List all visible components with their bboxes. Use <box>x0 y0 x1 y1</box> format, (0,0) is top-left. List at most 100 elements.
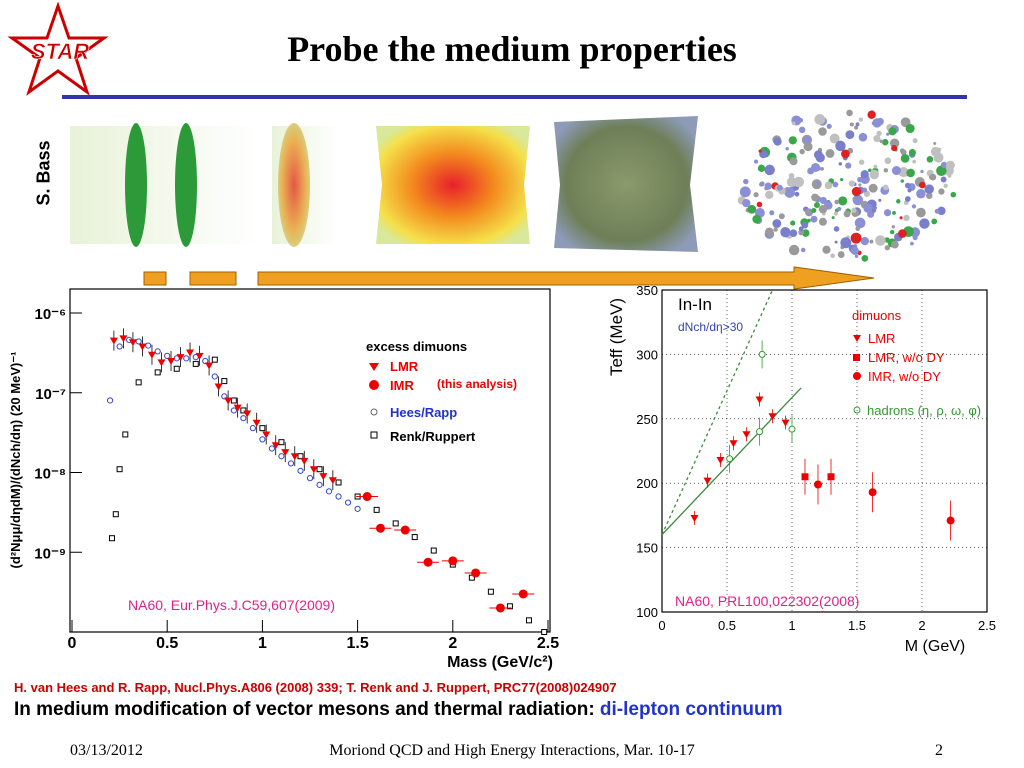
collision-evolution-strip <box>70 106 958 290</box>
renk-ruppert-point <box>316 466 323 473</box>
lmr-point <box>128 339 137 347</box>
particle-dot <box>811 207 817 213</box>
particle-dot <box>756 201 763 208</box>
particle-dot <box>832 181 839 188</box>
lmr-point <box>690 514 699 522</box>
particle-dot <box>879 139 884 144</box>
right-legend-lmr: LMR <box>868 331 895 346</box>
particle-dot <box>753 159 759 164</box>
particle-dot <box>898 167 909 178</box>
left-citation: NA60, Eur.Phys.J.C59,607(2009) <box>128 597 335 613</box>
lmr-point <box>309 466 318 474</box>
right-ytick-label: 300 <box>636 347 658 362</box>
particle-dot <box>785 147 789 151</box>
particle-dot <box>907 188 912 193</box>
particle-dot <box>819 196 827 205</box>
right-plot-frame <box>661 289 988 613</box>
renk-ruppert-point <box>506 603 513 610</box>
hees-rapp-point <box>221 393 228 400</box>
particle-dot <box>869 169 880 180</box>
particle-dot <box>840 177 844 182</box>
left-xtick-label: 2 <box>448 635 457 652</box>
particle-dot <box>900 149 907 156</box>
particle-dot <box>848 180 856 187</box>
particle-dot <box>947 173 952 178</box>
slide-caption: In medium modification of vector mesons … <box>14 699 783 721</box>
particle-dot <box>873 164 878 169</box>
hees-rapp-point <box>316 481 323 488</box>
particle-dot <box>784 187 795 198</box>
particle-dot <box>904 196 911 202</box>
particle-dot <box>871 121 875 125</box>
particle-dot <box>884 157 892 165</box>
particle-dot <box>900 179 905 183</box>
particle-dot <box>940 161 948 169</box>
particle-dot <box>780 227 791 238</box>
particle-dot <box>925 192 933 199</box>
particle-dot <box>773 137 782 146</box>
particle-dot <box>810 215 818 223</box>
left-legend-hees-rapp: Hees/Rapp <box>370 405 457 420</box>
right-legend-lmr-marker <box>853 335 861 342</box>
hees-rapp-point <box>135 338 142 345</box>
hees-rapp-point <box>249 425 256 432</box>
stage-3-fireball <box>376 126 530 244</box>
particle-dot <box>818 127 827 136</box>
right-ytick-label: 350 <box>636 283 658 298</box>
left-ytick-label: 10⁻⁸ <box>34 466 66 483</box>
renk-ruppert-point <box>335 479 342 486</box>
particle-dot <box>934 208 940 214</box>
imr-point <box>518 589 528 599</box>
renk-ruppert-point <box>230 397 237 404</box>
particle-dot <box>776 184 783 191</box>
particle-dot <box>933 141 937 146</box>
particle-dot <box>830 253 835 259</box>
renk-ruppert-point <box>278 439 285 446</box>
renk-ruppert-point <box>240 407 247 414</box>
lmr-wo-dy-point <box>827 473 835 481</box>
lmr-point <box>252 419 261 427</box>
legend-renk-ruppert-label: Renk/Ruppert <box>390 429 476 444</box>
lmr-point <box>319 473 328 481</box>
particle-dot <box>845 130 855 140</box>
particle-dot <box>888 127 897 136</box>
particle-dot <box>818 217 827 226</box>
particle-dot <box>858 132 868 142</box>
hees-rapp-point <box>297 467 304 474</box>
lmr-point <box>147 351 156 359</box>
particle-dot <box>772 219 782 228</box>
particle-dot <box>899 216 903 220</box>
lmr-point <box>768 413 777 421</box>
right-system-label: In-In <box>678 295 712 314</box>
lmr-point <box>119 335 128 343</box>
right-legend-imr: IMR, w/o DY <box>868 369 941 384</box>
renk-ruppert-point <box>108 535 115 542</box>
particle-dot <box>747 204 757 214</box>
lmr-point <box>290 453 299 461</box>
particle-dot <box>851 207 857 213</box>
lmr-point <box>328 477 337 485</box>
right-xtick-label: 1.5 <box>848 618 866 633</box>
particle-dot <box>834 240 838 244</box>
particle-dot <box>841 149 850 159</box>
particle-dot <box>883 168 889 173</box>
particle-dot <box>906 168 915 178</box>
particle-dot <box>814 202 820 208</box>
particle-dot <box>854 254 859 258</box>
particle-dot <box>834 199 839 205</box>
right-legend-hadrons-marker <box>853 406 861 414</box>
renk-ruppert-point <box>122 431 129 438</box>
particle-dot <box>937 206 946 216</box>
particle-dot <box>765 227 774 237</box>
right-ytick-label: 150 <box>636 541 658 556</box>
particle-dot <box>739 186 751 198</box>
particle-dot <box>814 113 826 125</box>
particle-dot <box>758 149 762 153</box>
renk-ruppert-point <box>430 547 437 554</box>
particle-dot <box>937 147 942 152</box>
particle-dot <box>826 123 832 129</box>
particle-dot <box>891 240 899 249</box>
hees-rapp-point <box>230 407 237 414</box>
hees-rapp-point <box>354 505 361 512</box>
particle-dot <box>903 214 910 222</box>
